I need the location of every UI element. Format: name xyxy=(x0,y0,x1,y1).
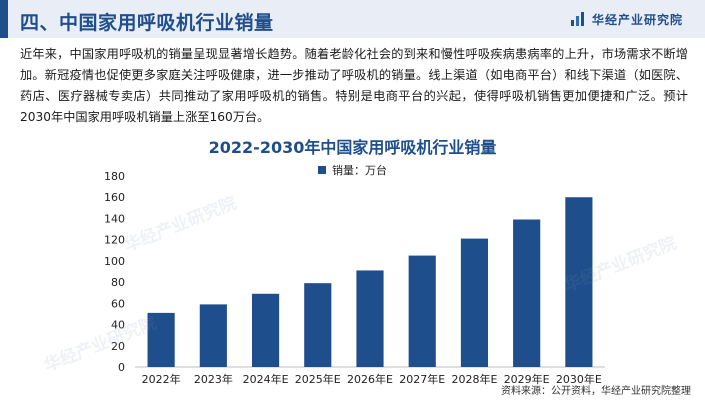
bar xyxy=(408,255,436,367)
header-accent-bar xyxy=(0,0,8,38)
y-tick-label: 0 xyxy=(118,361,125,374)
bar xyxy=(304,283,332,367)
section-title: 四、中国家用呼吸机行业销量 xyxy=(20,12,274,34)
y-tick-label: 120 xyxy=(104,234,125,247)
x-tick-label: 2028年E xyxy=(451,372,497,385)
section-header: 四、中国家用呼吸机行业销量 华经产业研究院 xyxy=(0,0,705,38)
brand: 华经产业研究院 xyxy=(570,11,683,27)
bar-logo-icon xyxy=(570,12,584,26)
x-tick-label: 2030年E xyxy=(556,372,602,385)
bar xyxy=(356,270,384,367)
chart-title: 2022-2030年中国家用呼吸机行业销量 xyxy=(208,138,497,157)
y-tick-label: 80 xyxy=(111,276,125,289)
source-note: 资料来源：公开资料，华经产业研究院整理 xyxy=(501,386,691,397)
legend-label: 销量：万台 xyxy=(332,164,387,177)
x-tick-label: 2027年E xyxy=(399,372,445,385)
x-tick-label: 2029年E xyxy=(504,372,550,385)
y-tick-label: 100 xyxy=(104,255,125,268)
brand-name: 华经产业研究院 xyxy=(591,12,683,27)
x-tick-label: 2026年E xyxy=(347,372,393,385)
y-tick-label: 140 xyxy=(104,212,125,225)
bar xyxy=(460,238,489,367)
y-tick-label: 60 xyxy=(111,297,125,310)
x-tick-label: 2023年 xyxy=(194,372,233,385)
y-tick-label: 180 xyxy=(104,170,125,183)
y-tick-label: 160 xyxy=(104,191,125,204)
chart-legend: 销量：万台 xyxy=(0,162,705,178)
x-tick-label: 2024年E xyxy=(243,372,289,385)
x-tick-label: 2025年E xyxy=(295,372,341,385)
bar xyxy=(199,304,227,367)
y-tick-label: 40 xyxy=(111,319,125,332)
bar xyxy=(147,312,175,367)
legend-swatch xyxy=(318,166,326,174)
x-tick-label: 2022年 xyxy=(142,372,181,385)
y-tick-label: 20 xyxy=(111,340,125,353)
bar xyxy=(513,219,541,367)
bar xyxy=(251,293,280,367)
intro-paragraph: 近年来，中国家用呼吸机的销量呈现显著增长趋势。随着老龄化社会的到来和慢性呼吸疾病… xyxy=(20,47,688,124)
bar xyxy=(565,197,593,367)
bar-chart: 0 20 40 60 80 100 120 140 160 180 2022年 2023年 2024年E… xyxy=(104,170,605,385)
